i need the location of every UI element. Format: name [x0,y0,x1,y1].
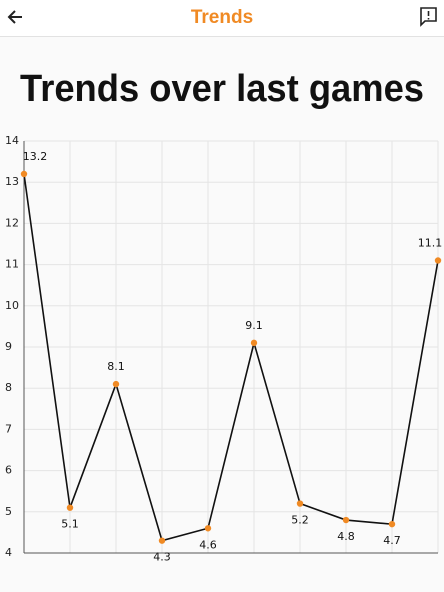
data-label: 9.1 [245,319,263,332]
point [342,516,350,524]
y-tick-label: 11 [5,258,19,271]
point [388,520,396,528]
data-label: 5.1 [61,518,79,531]
data-label: 5.2 [291,514,309,527]
data-label: 4.6 [199,538,217,551]
feedback-icon [420,7,437,27]
feedback-button[interactable] [420,7,437,27]
y-tick-label: 4 [5,546,12,559]
y-tick-label: 12 [5,216,19,229]
data-label: 4.7 [383,534,401,547]
point [204,525,212,532]
chart: 4 5 6 7 8 9 10 11 12 13 14 13.2 5.1 8.1 4.3 4.6 9.1 5.2 4.… [5,134,442,564]
y-tick-label: 7 [5,422,12,435]
data-label: 4.3 [153,551,171,564]
point [112,380,120,388]
y-tick-label: 14 [5,134,19,147]
data-label: 13.2 [23,150,48,163]
point [66,504,74,511]
point [250,339,258,347]
app-bar-title: Trends [191,7,253,28]
line [23,173,439,542]
y-tick-label: 9 [5,340,12,353]
y-tick-label: 13 [5,175,19,188]
point [296,500,304,507]
data-label: 11.1 [418,236,443,249]
y-tick-label: 6 [5,464,12,477]
app-bar: Trends [0,0,444,37]
y-tick-label: 10 [5,299,19,312]
data-label: 8.1 [107,360,125,373]
point [20,170,28,178]
app-bar-bg [0,0,444,36]
point [158,537,166,544]
point [434,257,442,264]
page-heading: Trends over last games [20,68,424,110]
back-button[interactable] [7,10,22,24]
data-label: 4.8 [337,530,355,543]
y-tick-label: 8 [5,381,12,394]
y-tick-label: 5 [5,505,12,518]
